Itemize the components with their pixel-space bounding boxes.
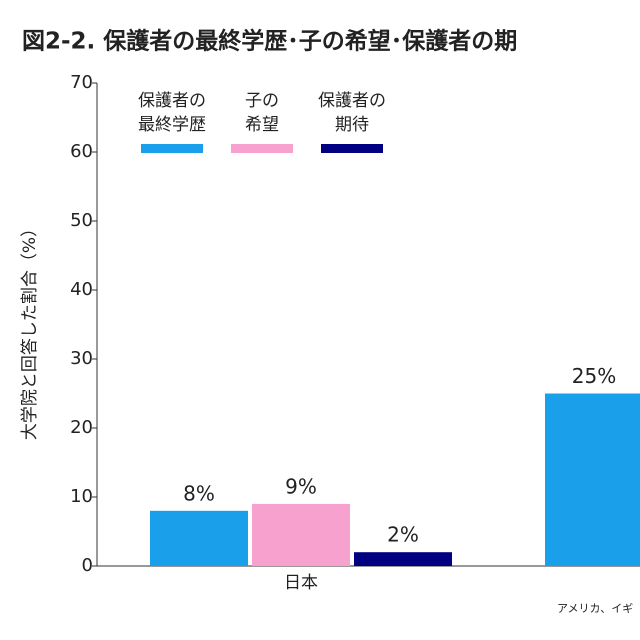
chart-title: 図2-2. 保護者の最終学歴･子の希望･保護者の期 (22, 28, 517, 55)
legend-label: 子の 希望 (245, 91, 279, 135)
value-label: 25% (572, 364, 616, 388)
y-tick-label: 40 (70, 279, 93, 300)
bar (150, 510, 248, 566)
y-tick-label: 30 (70, 348, 93, 369)
legend-label: 保護者の 期待 (318, 91, 386, 135)
value-label: 2% (387, 523, 419, 547)
bar (354, 552, 452, 566)
y-axis-label: 大学院と回答した割合（%） (20, 220, 40, 440)
legend-label: 保護者の 最終学歴 (138, 91, 206, 135)
y-tick-label: 60 (70, 141, 93, 162)
y-tick-label: 0 (82, 555, 93, 576)
bar (545, 393, 640, 566)
value-label: 8% (183, 481, 215, 505)
note: アメリカ、イギ (557, 602, 633, 615)
value-label: 9% (285, 474, 317, 498)
bar (252, 503, 350, 566)
legend-swatch (321, 144, 383, 153)
y-tick-label: 10 (70, 486, 93, 507)
legend-swatch (231, 144, 293, 153)
y-tick-label: 70 (70, 72, 93, 93)
y-tick-label: 20 (70, 417, 93, 438)
y-tick-label: 50 (70, 210, 93, 231)
legend-swatch (141, 144, 203, 153)
x-tick-label: 日本 (284, 573, 318, 593)
